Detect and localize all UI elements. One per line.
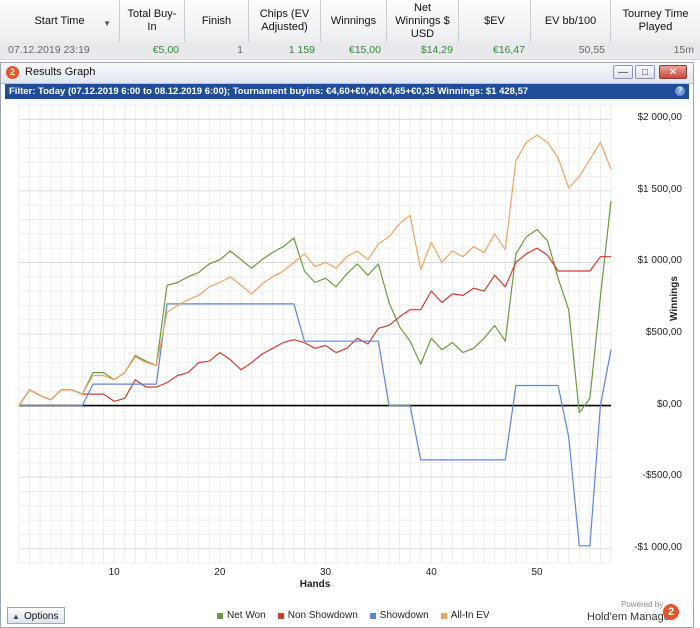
maximize-icon[interactable]: □ [635, 65, 655, 79]
column-header-finish[interactable]: Finish [185, 0, 249, 42]
column-header-ev[interactable]: $EV [459, 0, 531, 42]
x-tick-label: 40 [425, 567, 437, 578]
options-label: Options [24, 611, 59, 622]
cell-ev-bb100: 50,55 [578, 44, 605, 56]
column-header-start-time[interactable]: Start Time ▼ [0, 0, 120, 42]
cell-tourney-time: 15m [673, 44, 694, 56]
chart-legend: Net Won Non Showdown Showdown All-In EV [217, 610, 490, 621]
help-icon[interactable]: ? [675, 86, 685, 96]
options-arrow-icon: ▲ [12, 612, 20, 621]
legend-swatch [277, 612, 284, 619]
y-tick-label: $2 000,00 [637, 112, 683, 124]
y-tick-label: $0,00 [656, 398, 682, 410]
legend-item-non-showdown[interactable]: Non Showdown [277, 610, 358, 621]
legend-label: Showdown [379, 610, 429, 621]
legend-item-showdown[interactable]: Showdown [369, 610, 429, 621]
y-tick-label: $1 000,00 [637, 255, 683, 267]
column-header-tourney-time[interactable]: Tourney Time Played [622, 8, 689, 33]
cell-chips-ev: 1 159 [288, 44, 315, 56]
legend-label: All-In EV [450, 610, 490, 621]
series-line-showdown [19, 303, 612, 547]
filter-bar[interactable]: Filter: Today (07.12.2019 6:00 to 08.12.… [5, 84, 689, 99]
cell-start-time: 07.12.2019 23:19 [8, 44, 90, 56]
window-titlebar[interactable]: 2 Results Graph — □ ✕ [1, 63, 693, 84]
y-tick-label: $500,00 [645, 327, 682, 338]
column-header-label: Start Time [34, 14, 85, 27]
column-header-winnings[interactable]: Winnings [321, 0, 387, 42]
column-header-net-winnings[interactable]: Net Winnings $ USD [387, 0, 459, 42]
cell-net-winnings: $14,29 [420, 44, 453, 56]
results-table-header: Start Time ▼ Total Buy-In Finish Chips (… [0, 0, 700, 43]
filter-text: Filter: Today (07.12.2019 6:00 to 08.12.… [9, 86, 529, 97]
y-axis-title: Winnings [669, 276, 680, 321]
results-graph-window: 2 Results Graph — □ ✕ Filter: Today (07.… [0, 62, 694, 628]
legend-swatch [369, 612, 376, 619]
series-line-non-showdown [18, 247, 611, 406]
hm-logo-icon: 2 [663, 604, 679, 620]
options-button[interactable]: ▲ Options [7, 607, 66, 624]
y-tick-label: -$500,00 [642, 470, 682, 482]
table-row[interactable]: 07.12.2019 23:19 €5,00 1 1 159 €15,00 $1… [0, 42, 700, 60]
legend-item-allin-ev[interactable]: All-In EV [440, 610, 490, 621]
y-tick-label: $1 500,00 [637, 183, 683, 195]
sort-arrow-icon[interactable]: ▼ [103, 19, 111, 28]
y-tick-label: -$1 000,00 [634, 541, 682, 553]
window-title: Results Graph [25, 66, 96, 78]
cell-finish: 1 [237, 44, 243, 56]
legend-swatch [440, 612, 447, 619]
cell-ev: €16,47 [492, 44, 525, 56]
series-line-all-in-ev [18, 134, 612, 406]
x-axis-title: Hands [299, 579, 331, 590]
legend-label: Net Won [227, 610, 266, 621]
cell-total-buy-in: €5,00 [152, 44, 179, 56]
minimize-icon[interactable]: — [613, 65, 633, 79]
x-tick-label: 50 [531, 567, 543, 578]
app-logo-icon: 2 [6, 66, 19, 79]
legend-item-net-won[interactable]: Net Won [217, 610, 266, 621]
legend-label: Non Showdown [287, 610, 358, 621]
brand-name: Hold'em Manager [587, 611, 674, 623]
powered-by-text: Powered by [621, 600, 664, 609]
column-header-ev-bb100[interactable]: EV bb/100 [531, 0, 611, 42]
x-tick-label: 10 [108, 567, 120, 578]
legend-swatch [217, 612, 223, 619]
cell-winnings: €15,00 [348, 44, 381, 56]
x-tick-label: 20 [214, 567, 226, 578]
chart-svg [18, 104, 612, 564]
x-tick-label: 30 [320, 567, 332, 578]
results-chart[interactable]: -$1 000,00 -$500,00 $0,00 $500,00 $1 000,00 $… [1, 99, 693, 627]
column-header-chips-ev[interactable]: Chips (EV Adjusted) [249, 0, 321, 42]
close-icon[interactable]: ✕ [659, 65, 687, 79]
column-header-total-buy-in[interactable]: Total Buy-In [120, 0, 185, 42]
